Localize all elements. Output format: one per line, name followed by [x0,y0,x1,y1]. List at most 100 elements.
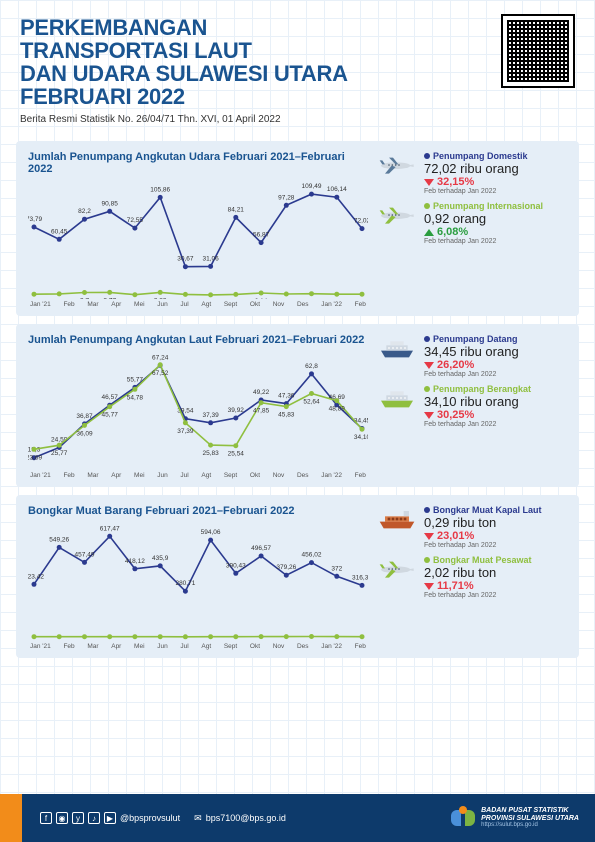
arrow-down-icon [424,179,434,186]
svg-text:62,8: 62,8 [305,363,318,370]
svg-text:54,78: 54,78 [127,395,144,402]
svg-text:73,79: 73,79 [28,216,43,223]
svg-text:31,06: 31,06 [202,256,219,263]
svg-text:496,57: 496,57 [251,545,271,552]
x-label: Mar [87,643,98,650]
title-line-3: DAN UDARA SULAWESI UTARA [20,61,348,86]
svg-text:90,85: 90,85 [102,201,119,208]
x-axis-labels: Jan '21FebMarAprMeiJunJulAgtSeptOktNovDe… [28,472,368,479]
line-chart: 73,7960,4582,290,8572,55105,8630,6731,06… [28,179,368,299]
stat-value: 72,02 ribu orang [424,161,567,176]
x-axis-labels: Jan '21FebMarAprMeiJunJulAgtSeptOktNovDe… [28,301,368,308]
svg-text:323,42: 323,42 [28,574,44,581]
svg-text:372: 372 [331,566,342,573]
svg-text:617,47: 617,47 [100,526,120,533]
x-label: Jul [180,643,188,650]
svg-text:52,64: 52,64 [303,399,320,406]
bps-mark-icon [451,806,475,830]
svg-text:46,57: 46,57 [102,395,119,402]
x-label: Nov [273,643,285,650]
x-label: Jul [180,301,188,308]
svg-text:456,02: 456,02 [302,552,322,559]
svg-text:37,39: 37,39 [177,428,194,435]
svg-text:67,24: 67,24 [152,355,169,362]
vehicle-icon [376,151,418,179]
svg-text:105,86: 105,86 [150,187,170,194]
stat-note: Feb terhadap Jan 2022 [424,592,567,599]
svg-text:37,39: 37,39 [202,412,219,419]
stat-change: 30,25% [424,409,567,421]
x-label: Sept [224,472,237,479]
stat-value: 2,02 ribu ton [424,565,567,580]
stat-change: 6,08% [424,226,567,238]
x-label: Apr [111,643,121,650]
stat-block: Penumpang Domestik 72,02 ribu orang 32,1… [376,151,567,195]
stat-change: 11,71% [424,580,567,592]
org-line-2: PROVINSI SULAWESI UTARA [481,815,579,823]
stat-note: Feb terhadap Jan 2022 [424,238,567,245]
stat-label: Bongkar Muat Pesawat [424,555,567,565]
panel-1: Jumlah Penumpang Angkutan Udara Februari… [16,141,579,316]
svg-text:72,02: 72,02 [354,218,368,225]
x-label: Apr [111,301,121,308]
youtube-icon: ▶ [104,812,116,824]
svg-text:55,77: 55,77 [127,377,144,384]
svg-text:316,34: 316,34 [352,575,368,582]
x-label: Sept [224,301,237,308]
x-label: Des [297,301,309,308]
svg-text:280,71: 280,71 [175,581,195,588]
svg-text:60,45: 60,45 [51,229,68,236]
stat-label: Penumpang Berangkat [424,384,567,394]
x-label: Apr [111,472,121,479]
panel-2: Jumlah Penumpang Angkutan Laut Februari … [16,324,579,487]
svg-text:48,89: 48,89 [329,406,346,413]
header: PERKEMBANGAN TRANSPORTASI LAUT DAN UDARA… [0,0,595,133]
svg-text:2,83: 2,83 [154,298,167,300]
x-label: Jun [157,472,167,479]
x-label: Des [297,643,309,650]
org-line-1: BADAN PUSAT STATISTIK [481,807,579,815]
x-label: Agt [201,643,211,650]
vehicle-icon [376,384,418,412]
org-url: https://sulut.bps.go.id [481,822,579,829]
stat-block: Bongkar Muat Kapal Laut 0,29 ribu ton 23… [376,505,567,549]
title-line-4: FEBRUARI 2022 [20,84,185,109]
x-label: Jan '22 [321,643,342,650]
svg-text:109,49: 109,49 [302,183,322,190]
x-label: Feb [355,643,366,650]
stat-note: Feb terhadap Jan 2022 [424,542,567,549]
svg-text:45,83: 45,83 [278,412,295,419]
svg-text:25,83: 25,83 [202,450,219,457]
svg-text:47,36: 47,36 [278,393,295,400]
stat-block: Penumpang Internasional 0,92 orang 6,08%… [376,201,567,245]
stat-note: Feb terhadap Jan 2022 [424,371,567,378]
x-label: Okt [250,472,260,479]
page-title: PERKEMBANGAN TRANSPORTASI LAUT DAN UDARA… [20,16,575,108]
svg-text:72,55: 72,55 [127,217,144,224]
svg-text:23,69: 23,69 [28,455,43,462]
x-label: Jan '21 [30,472,51,479]
stat-change: 26,20% [424,359,567,371]
x-label: Feb [63,301,74,308]
svg-text:56,87: 56,87 [253,232,270,239]
x-label: Jan '21 [30,643,51,650]
x-label: Agt [201,301,211,308]
svg-text:549,26: 549,26 [49,537,69,544]
title-line-1: PERKEMBANGAN [20,15,207,40]
x-label: Jan '21 [30,301,51,308]
svg-text:84,21: 84,21 [228,207,245,214]
svg-text:82,2: 82,2 [78,209,91,216]
tiktok-icon: ♪ [88,812,100,824]
x-label: Agt [201,472,211,479]
svg-text:25,54: 25,54 [228,451,245,458]
svg-text:47,85: 47,85 [253,408,270,415]
panel-title: Jumlah Penumpang Angkutan Udara Februari… [28,151,368,175]
x-label: Feb [355,301,366,308]
x-label: Mei [134,472,144,479]
social-group: f ◉ y ♪ ▶ @bpsprovsulut ✉ bps7100@bps.go… [40,812,286,824]
vehicle-icon [376,505,418,533]
svg-text:106,14: 106,14 [327,187,347,194]
svg-text:25,77: 25,77 [51,451,68,458]
x-label: Mei [134,643,144,650]
svg-text:49,22: 49,22 [253,389,270,396]
